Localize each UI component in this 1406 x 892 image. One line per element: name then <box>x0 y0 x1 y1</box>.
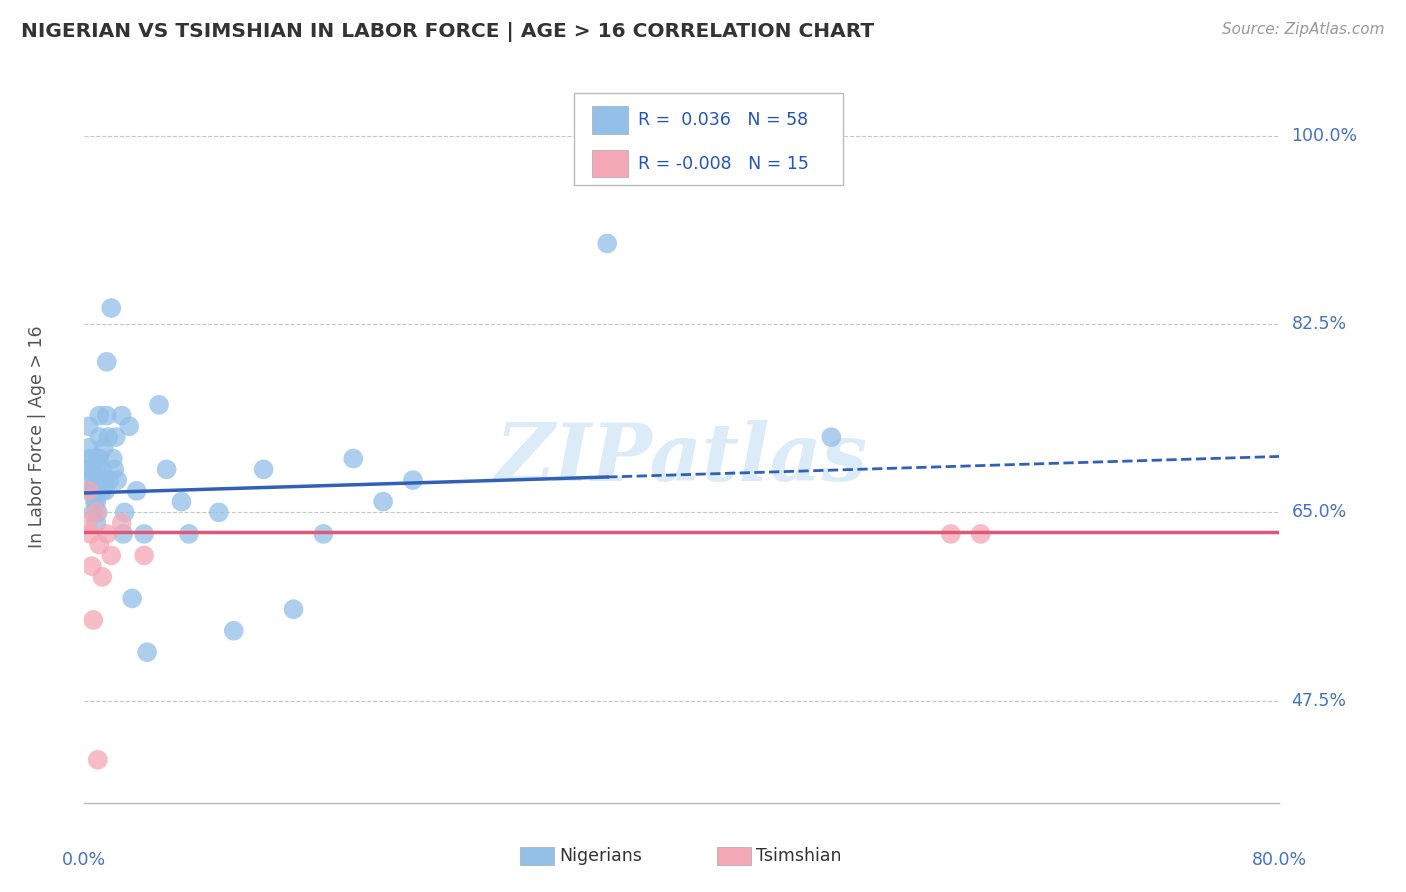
Point <box>80 462 103 476</box>
Point <box>96 409 118 423</box>
Point <box>100 549 122 563</box>
Point <box>89 473 111 487</box>
Point <box>91 462 114 476</box>
Point <box>93 441 115 455</box>
Point <box>89 409 111 423</box>
Point <box>208 505 231 519</box>
Point <box>87 483 110 498</box>
Point <box>77 441 100 455</box>
Point <box>132 527 156 541</box>
Text: Source: ZipAtlas.com: Source: ZipAtlas.com <box>1222 22 1385 37</box>
Text: Tsimshian: Tsimshian <box>756 847 842 865</box>
Point <box>125 483 148 498</box>
Text: Nigerians: Nigerians <box>560 847 643 865</box>
Point <box>79 451 101 466</box>
FancyBboxPatch shape <box>592 106 628 134</box>
Point <box>253 462 276 476</box>
Text: 80.0%: 80.0% <box>1251 851 1308 869</box>
Point <box>939 527 962 541</box>
Point <box>136 645 159 659</box>
Point <box>105 473 128 487</box>
Point <box>86 462 108 476</box>
Text: In Labor Force | Age > 16: In Labor Force | Age > 16 <box>28 326 45 549</box>
Point <box>76 516 98 530</box>
Text: 100.0%: 100.0% <box>1292 127 1358 145</box>
Point <box>91 570 114 584</box>
Point <box>93 473 115 487</box>
Text: ZIPatlas: ZIPatlas <box>496 420 868 498</box>
Point <box>111 516 134 530</box>
Point <box>111 409 134 423</box>
Text: NIGERIAN VS TSIMSHIAN IN LABOR FORCE | AGE > 16 CORRELATION CHART: NIGERIAN VS TSIMSHIAN IN LABOR FORCE | A… <box>21 22 875 42</box>
Point <box>103 462 125 476</box>
FancyBboxPatch shape <box>592 150 628 178</box>
Point <box>148 398 170 412</box>
Point <box>82 451 104 466</box>
Point <box>373 494 395 508</box>
Text: 47.5%: 47.5% <box>1292 691 1347 710</box>
Point <box>97 430 120 444</box>
Point <box>77 483 100 498</box>
Point <box>155 462 177 476</box>
Point <box>87 451 110 466</box>
Point <box>114 505 136 519</box>
Point <box>83 494 105 508</box>
Point <box>89 451 111 466</box>
Point <box>96 355 118 369</box>
Text: 65.0%: 65.0% <box>1292 503 1347 522</box>
Point <box>91 483 114 498</box>
Point <box>82 613 104 627</box>
Point <box>132 549 156 563</box>
Point <box>89 538 111 552</box>
Point <box>402 473 425 487</box>
Point <box>94 483 117 498</box>
Point <box>222 624 245 638</box>
Point <box>170 494 193 508</box>
Point <box>79 473 101 487</box>
Point <box>112 527 135 541</box>
FancyBboxPatch shape <box>575 94 844 185</box>
Point <box>101 451 124 466</box>
Point <box>80 483 103 498</box>
Point <box>98 473 121 487</box>
Point <box>342 451 364 466</box>
Point <box>82 483 104 498</box>
Point <box>86 505 108 519</box>
Point <box>83 473 105 487</box>
Point <box>118 419 141 434</box>
Point <box>80 559 103 574</box>
Text: 82.5%: 82.5% <box>1292 315 1347 333</box>
Text: R =  0.036   N = 58: R = 0.036 N = 58 <box>638 111 808 128</box>
Point <box>96 527 118 541</box>
Point <box>79 527 101 541</box>
Point <box>970 527 993 541</box>
Text: 0.0%: 0.0% <box>62 851 107 869</box>
Point <box>596 236 619 251</box>
Point <box>87 753 110 767</box>
Point <box>121 591 143 606</box>
Point <box>76 462 98 476</box>
Point <box>820 430 842 444</box>
Point <box>77 419 100 434</box>
Point <box>82 505 104 519</box>
Point <box>87 505 110 519</box>
Point <box>104 430 127 444</box>
Text: R = -0.008   N = 15: R = -0.008 N = 15 <box>638 154 808 172</box>
Point <box>312 527 335 541</box>
Point <box>177 527 200 541</box>
Point <box>89 430 111 444</box>
Point <box>86 494 108 508</box>
Point <box>100 301 122 315</box>
Point <box>86 516 108 530</box>
Point <box>283 602 305 616</box>
